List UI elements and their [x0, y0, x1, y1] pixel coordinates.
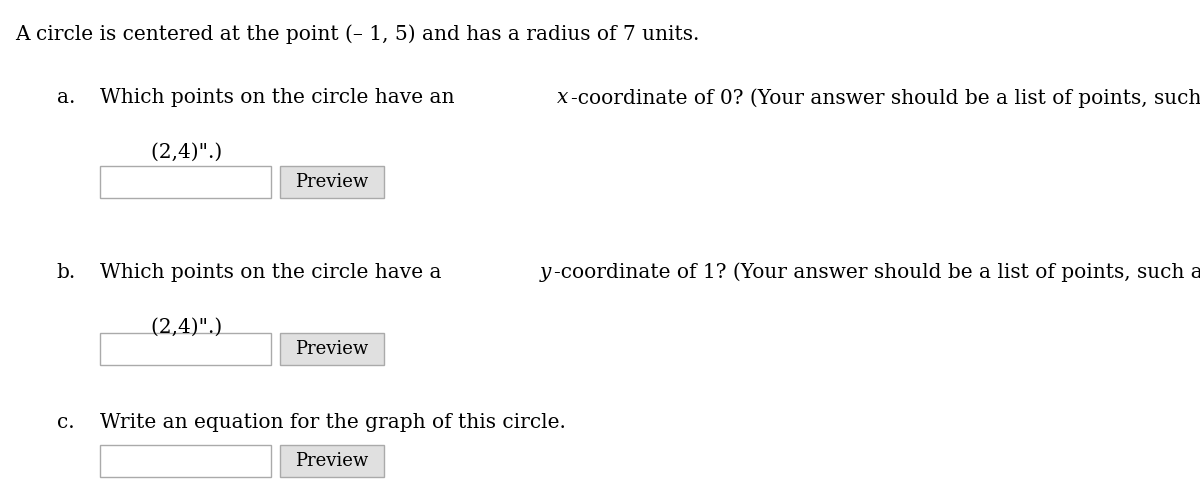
FancyBboxPatch shape	[280, 166, 384, 198]
Text: y: y	[540, 262, 552, 281]
Text: A circle is centered at the point (– 1, 5) and has a radius of 7 units.: A circle is centered at the point (– 1, …	[16, 24, 700, 44]
Text: Preview: Preview	[295, 452, 368, 470]
Text: Write an equation for the graph of this circle.: Write an equation for the graph of this …	[101, 413, 566, 432]
FancyBboxPatch shape	[101, 333, 271, 365]
Text: (2,4)".): (2,4)".)	[101, 143, 222, 162]
Text: a.: a.	[56, 89, 76, 108]
Text: x: x	[557, 89, 568, 108]
Text: Which points on the circle have an: Which points on the circle have an	[101, 89, 461, 108]
Text: b.: b.	[56, 262, 76, 281]
Text: (2,4)".): (2,4)".)	[101, 318, 222, 337]
Text: Which points on the circle have a: Which points on the circle have a	[101, 262, 448, 281]
FancyBboxPatch shape	[280, 333, 384, 365]
FancyBboxPatch shape	[101, 445, 271, 477]
Text: c.: c.	[56, 413, 74, 432]
Text: -coordinate of 1? (Your answer should be a list of points, such as "(1,1),: -coordinate of 1? (Your answer should be…	[554, 262, 1200, 282]
Text: Preview: Preview	[295, 340, 368, 358]
Text: Preview: Preview	[295, 173, 368, 191]
FancyBboxPatch shape	[101, 166, 271, 198]
FancyBboxPatch shape	[280, 445, 384, 477]
Text: -coordinate of 0? (Your answer should be a list of points, such as "(1,1),: -coordinate of 0? (Your answer should be…	[571, 89, 1200, 108]
